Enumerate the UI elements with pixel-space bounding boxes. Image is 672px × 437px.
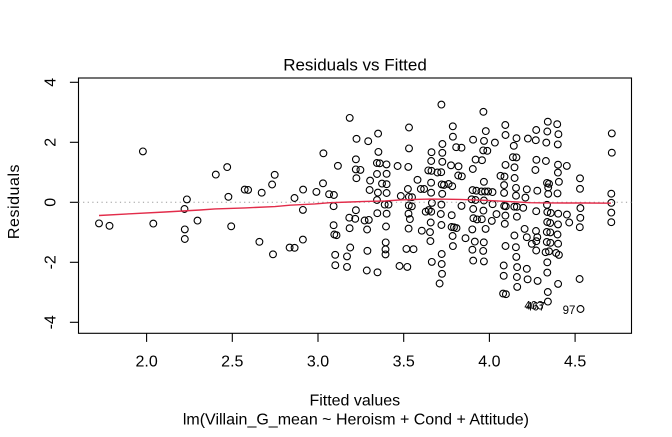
- svg-text:4: 4: [43, 78, 60, 87]
- svg-text:2.0: 2.0: [135, 354, 157, 371]
- svg-text:97: 97: [563, 305, 576, 317]
- svg-text:Residuals vs Fitted: Residuals vs Fitted: [283, 56, 427, 75]
- svg-text:0: 0: [43, 198, 60, 207]
- svg-text:3.5: 3.5: [393, 354, 415, 371]
- svg-text:4.0: 4.0: [478, 354, 500, 371]
- svg-text:3.0: 3.0: [307, 354, 329, 371]
- svg-text:467: 467: [526, 301, 545, 313]
- svg-text:4.5: 4.5: [564, 354, 586, 371]
- svg-text:lm(Villain_G_mean ~ Heroism +: lm(Villain_G_mean ~ Heroism + Cond + Att…: [183, 412, 529, 429]
- svg-text:2.5: 2.5: [221, 354, 243, 371]
- svg-text:Residuals: Residuals: [6, 164, 23, 239]
- svg-text:-2: -2: [43, 255, 60, 269]
- svg-text:403: 403: [524, 301, 543, 313]
- svg-text:-4: -4: [43, 315, 60, 329]
- svg-text:Fitted values: Fitted values: [309, 392, 400, 409]
- svg-text:2: 2: [43, 138, 60, 147]
